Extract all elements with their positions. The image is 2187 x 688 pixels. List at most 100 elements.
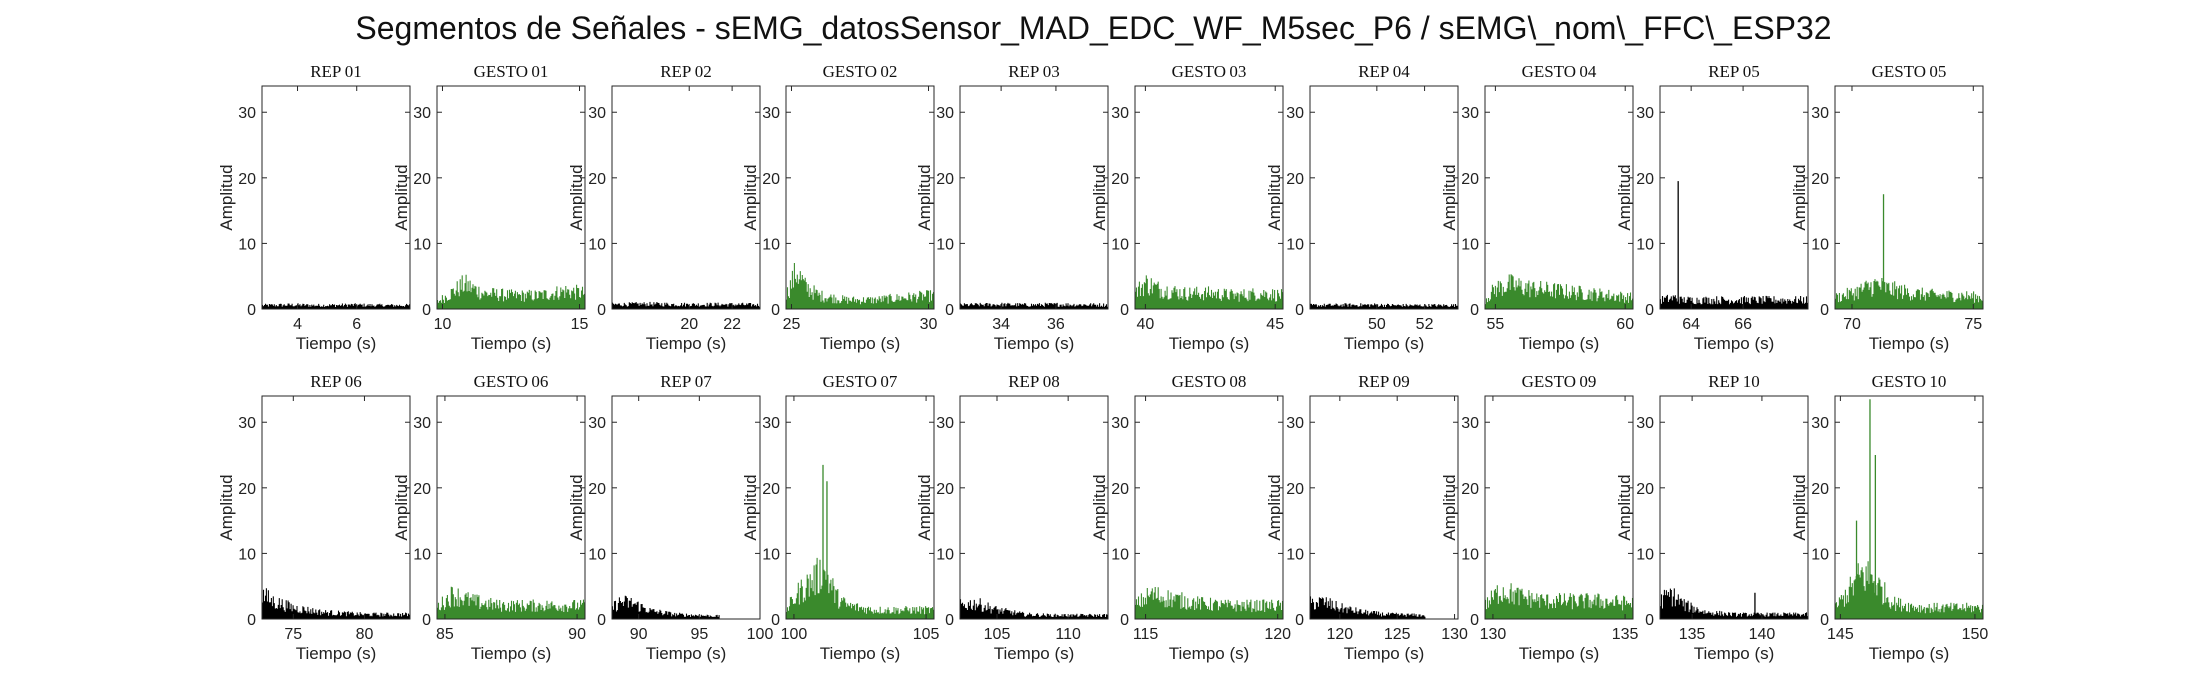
x-tick-label: 100 — [747, 626, 774, 643]
y-axis-label: Amplitud — [392, 474, 411, 540]
y-axis-label: Amplitud — [1090, 474, 1109, 540]
x-tick-label: 125 — [1384, 626, 1411, 643]
axes-box — [261, 85, 411, 310]
subplot-title: GESTO 08 — [1172, 372, 1247, 391]
subplot-gesto-02: 0 10 20 30 25 30 GESTO 02 Tiempo (s) Amplitud — [741, 62, 938, 353]
y-axis-label: Amplitud — [1440, 474, 1459, 540]
y-axis-label: Amplitud — [1790, 164, 1809, 230]
y-tick-label: 20 — [1461, 171, 1479, 188]
subplot-gesto-03: 0 10 20 30 40 45 GESTO 03 Tiempo (s) Amplitud — [1090, 62, 1284, 353]
y-tick-label: 10 — [762, 546, 780, 563]
y-tick-label: 20 — [238, 171, 256, 188]
x-tick-label: 90 — [630, 626, 648, 643]
y-tick-label: 0 — [1120, 612, 1129, 629]
y-axis-label: Amplitud — [741, 164, 760, 230]
x-tick-label: 90 — [568, 626, 586, 643]
x-axis-label: Tiempo (s) — [646, 334, 727, 353]
subplot-title: GESTO 04 — [1522, 62, 1597, 81]
y-tick-label: 20 — [238, 481, 256, 498]
subplot-gesto-09: 0 10 20 30 130 135 GESTO 09 Tiempo (s) Amplitud — [1440, 372, 1639, 663]
x-tick-label: 75 — [1964, 316, 1982, 333]
y-axis-label: Amplitud — [217, 474, 236, 540]
x-tick-label: 64 — [1682, 316, 1700, 333]
signal-trace — [785, 557, 935, 619]
x-tick-label: 60 — [1616, 316, 1634, 333]
y-axis-label: Amplitud — [915, 474, 934, 540]
y-axis-label: Amplitud — [1615, 474, 1634, 540]
y-tick-label: 0 — [771, 612, 780, 629]
signal-trace — [1484, 274, 1634, 309]
y-tick-label: 30 — [762, 415, 780, 432]
figure-suptitle: Segmentos de Señales - sEMG_datosSensor_… — [355, 10, 1832, 46]
y-tick-label: 20 — [588, 171, 606, 188]
y-tick-label: 10 — [413, 236, 431, 253]
y-tick-label: 10 — [588, 236, 606, 253]
subplot-title: GESTO 09 — [1522, 372, 1597, 391]
x-tick-label: 140 — [1749, 626, 1776, 643]
x-tick-label: 120 — [1326, 626, 1353, 643]
y-tick-label: 20 — [936, 481, 954, 498]
y-tick-label: 20 — [1286, 171, 1304, 188]
y-tick-label: 0 — [771, 302, 780, 319]
x-tick-label: 45 — [1266, 316, 1284, 333]
subplot-rep-06: 0 10 20 30 75 80 REP 06 Tiempo (s) Amplitud — [217, 372, 411, 663]
subplot-gesto-04: 0 10 20 30 55 60 GESTO 04 Tiempo (s) Amplitud — [1440, 62, 1634, 353]
axes-box — [261, 395, 411, 620]
x-tick-label: 55 — [1486, 316, 1504, 333]
y-tick-label: 0 — [945, 302, 954, 319]
y-tick-label: 30 — [936, 415, 954, 432]
x-tick-label: 95 — [690, 626, 708, 643]
signal-trace — [1834, 561, 1984, 619]
signal-trace — [611, 595, 720, 619]
y-axis-label: Amplitud — [1440, 164, 1459, 230]
y-tick-label: 10 — [1811, 236, 1829, 253]
x-tick-label: 145 — [1827, 626, 1854, 643]
x-tick-label: 105 — [984, 626, 1011, 643]
y-tick-label: 30 — [762, 105, 780, 122]
y-tick-label: 10 — [1111, 236, 1129, 253]
y-axis-label: Amplitud — [567, 474, 586, 540]
y-tick-label: 0 — [1820, 612, 1829, 629]
y-tick-label: 0 — [1645, 302, 1654, 319]
signal-trace — [1134, 587, 1284, 619]
signal-trace — [436, 586, 586, 619]
x-tick-label: 115 — [1133, 626, 1159, 643]
y-tick-label: 10 — [1636, 236, 1654, 253]
signal-trace — [1659, 294, 1809, 309]
y-tick-label: 10 — [413, 546, 431, 563]
x-axis-label: Tiempo (s) — [1519, 334, 1600, 353]
y-tick-label: 10 — [1461, 236, 1479, 253]
axes-box — [785, 395, 935, 620]
subplot-gesto-10: 0 10 20 30 145 150 GESTO 10 Tiempo (s) Amplitud — [1790, 372, 1988, 663]
signal-trace — [1309, 596, 1426, 619]
y-tick-label: 20 — [1286, 481, 1304, 498]
signal-trace — [959, 302, 1109, 309]
subplot-title: GESTO 06 — [474, 372, 549, 391]
axes-box — [1834, 395, 1984, 620]
x-axis-label: Tiempo (s) — [296, 644, 377, 663]
x-axis-label: Tiempo (s) — [994, 644, 1075, 663]
x-tick-label: 110 — [1055, 626, 1081, 643]
y-tick-label: 10 — [1286, 236, 1304, 253]
x-axis-label: Tiempo (s) — [1869, 334, 1950, 353]
y-axis-label: Amplitud — [1090, 164, 1109, 230]
y-tick-label: 0 — [247, 612, 256, 629]
subplot-rep-01: 0 10 20 30 4 6 REP 01 Tiempo (s) Amplitud — [217, 62, 411, 353]
x-axis-label: Tiempo (s) — [820, 334, 901, 353]
y-tick-label: 0 — [1645, 612, 1654, 629]
y-tick-label: 20 — [1636, 481, 1654, 498]
subplot-title: GESTO 01 — [474, 62, 549, 81]
subplot-title: REP 05 — [1708, 62, 1760, 81]
y-tick-label: 10 — [936, 236, 954, 253]
x-tick-label: 50 — [1368, 316, 1386, 333]
axes-box — [436, 395, 586, 620]
y-tick-label: 20 — [1111, 481, 1129, 498]
subplot-title: REP 07 — [660, 372, 712, 391]
axes-box — [959, 395, 1109, 620]
signal-trace — [611, 301, 761, 309]
axes-box — [959, 85, 1109, 310]
y-tick-label: 30 — [588, 105, 606, 122]
subplot-gesto-06: 0 10 20 30 85 90 GESTO 06 Tiempo (s) Amplitud — [392, 372, 586, 663]
